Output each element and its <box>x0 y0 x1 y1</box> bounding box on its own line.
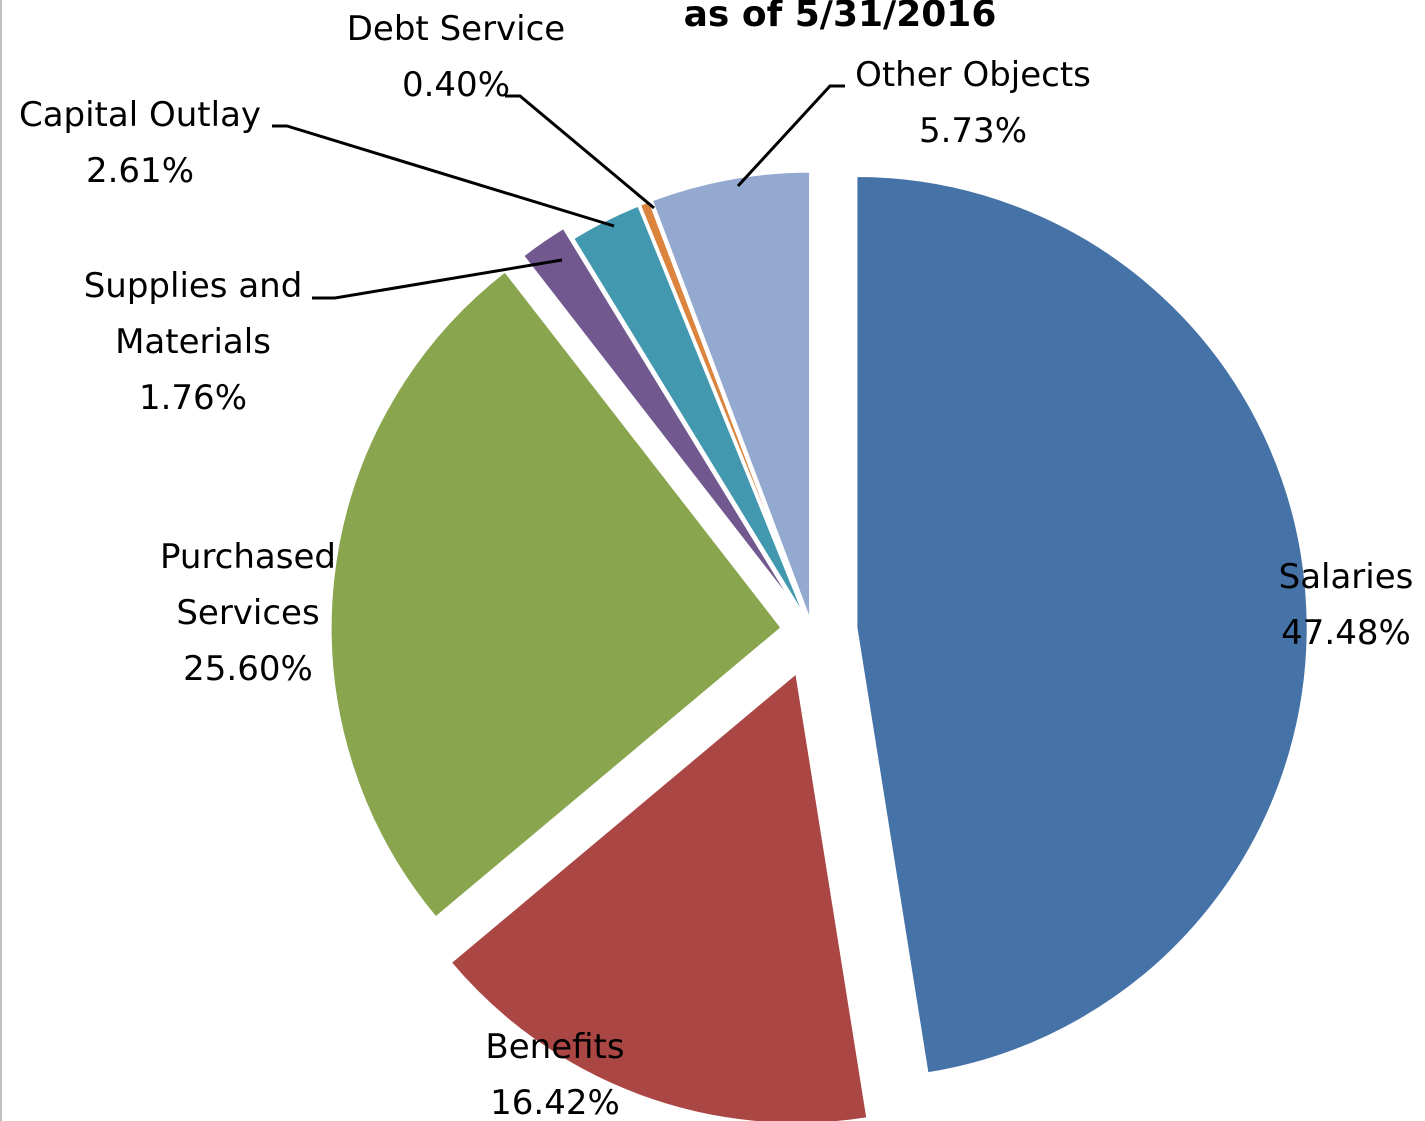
slice-value-label: 1.76% <box>139 378 247 418</box>
slice-value-label: 5.73% <box>919 111 1027 151</box>
slice-category-label: Salaries <box>1279 557 1414 597</box>
leader-line <box>272 126 614 226</box>
slice-category-label: Supplies and <box>84 266 303 306</box>
slice-category-label: Other Objects <box>855 55 1091 95</box>
slice-value-label: 25.60% <box>183 649 313 689</box>
slice-category-label: Materials <box>115 322 271 362</box>
slice-value-label: 2.61% <box>86 151 194 191</box>
leader-line <box>505 96 654 208</box>
slice-value-label: 47.48% <box>1281 613 1411 653</box>
slice-category-label: Services <box>176 593 319 633</box>
slice-value-label: 16.42% <box>490 1083 620 1121</box>
slice-category-label: Capital Outlay <box>19 95 261 135</box>
slice-category-label: Purchased <box>160 537 336 577</box>
chart-title: as of 5/31/2016 <box>684 0 997 35</box>
slices-group <box>330 171 1308 1121</box>
slice-category-label: Debt Service <box>347 9 565 49</box>
slice-category-label: Benefits <box>485 1027 624 1067</box>
pie-slice-salaries <box>856 175 1308 1073</box>
leader-line <box>312 260 562 298</box>
slice-value-label: 0.40% <box>402 65 510 105</box>
